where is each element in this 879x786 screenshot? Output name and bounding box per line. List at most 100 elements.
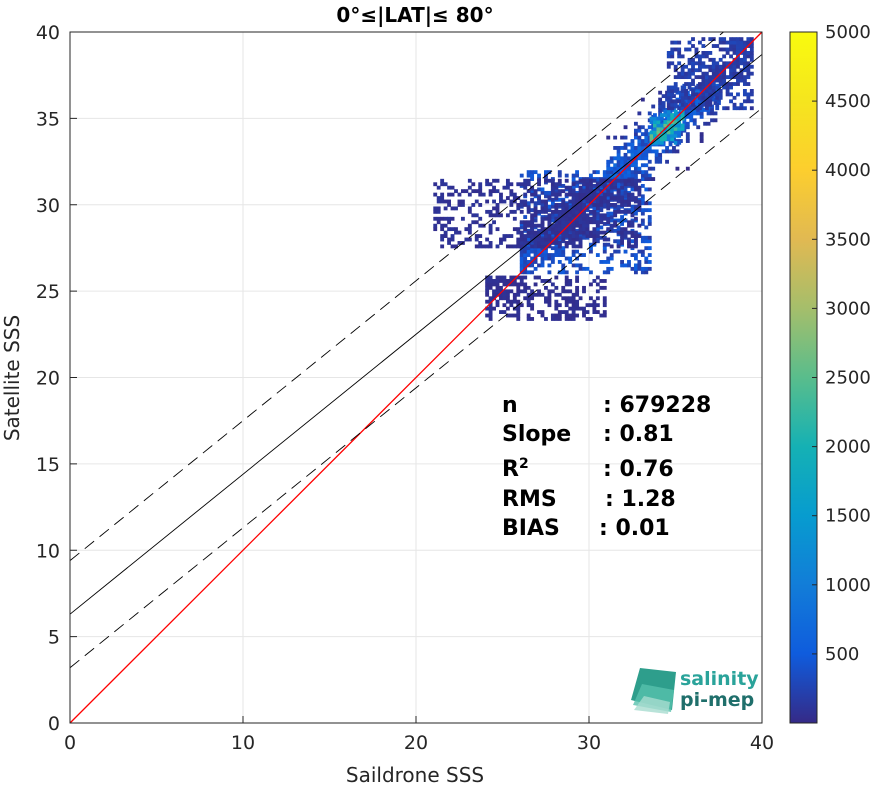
density-cell [687,71,692,76]
density-cell [599,230,604,235]
density-cell [571,313,576,318]
density-cell [613,182,618,187]
density-cell [478,182,483,187]
density-cell [613,220,618,225]
density-cell [644,246,649,251]
density-cell [739,61,744,66]
density-cell [550,182,555,187]
density-cell [526,206,531,211]
logo-text-line1: salinity [680,668,759,690]
density-cell [616,192,621,197]
density-cell [571,306,576,311]
density-cell [571,303,576,308]
density-cell [557,213,562,218]
density-cell [509,209,514,214]
density-cell [526,201,531,206]
density-cell [589,317,593,321]
density-cell [658,108,663,112]
density-cell [715,95,720,100]
density-cell [547,296,552,301]
density-cell [729,75,733,80]
density-cell [670,89,675,93]
density-cell [589,242,593,247]
density-cell [568,313,573,318]
density-cell [627,156,631,161]
density-cell [526,223,531,228]
density-cell [697,85,702,90]
density-cell [687,57,692,62]
density-cell [589,185,593,190]
density-cell [684,89,689,93]
density-cell [540,230,545,235]
density-cell [443,223,448,228]
density-cell [561,223,566,228]
density-cell [670,47,675,52]
density-cell [609,253,614,257]
density-cell [666,120,671,124]
density-cell [644,128,649,133]
density-cell [722,85,727,90]
density-cell [592,216,597,221]
density-cell [519,263,524,268]
density-cell [666,51,671,55]
density-cell [666,85,671,90]
density-cell [564,303,569,308]
density-cell [519,279,524,283]
density-cell [609,223,614,228]
density-cell [512,279,517,283]
density-cell [485,178,490,183]
density-cell [540,313,545,318]
density-cell [718,95,723,100]
density-cell [575,289,580,294]
density-cell [606,178,611,183]
density-cell [533,275,538,280]
density-cell [640,163,645,168]
density-cell [523,270,528,275]
density-cell [718,68,723,73]
density-cell [620,227,624,232]
density-cell [516,203,521,207]
stat-value: : 0.76 [603,457,674,482]
density-cell [627,230,631,235]
density-cell [633,163,638,168]
density-cell [467,185,472,190]
density-cell [547,299,552,304]
density-cell [623,218,628,223]
density-cell [599,196,604,200]
density-cell [550,237,555,242]
density-cell [647,260,652,264]
density-cell [592,196,597,200]
density-cell [564,289,569,294]
density-cell [575,180,580,185]
density-cell [606,189,611,194]
density-cell [485,285,490,290]
density-cell [649,116,654,121]
density-cell [550,201,555,206]
density-cell [512,199,517,204]
density-cell [571,227,576,232]
density-cell [544,296,548,301]
density-cell [616,170,621,175]
density-cell [630,142,635,147]
density-cell [701,51,706,55]
density-cell [547,270,552,275]
density-cell [561,184,566,188]
density-cell [677,75,682,80]
density-cell [595,239,600,244]
density-cell [711,61,716,66]
density-cell [474,237,479,242]
density-cell [658,156,663,161]
density-cell [443,234,448,238]
density-cell [485,299,490,304]
density-cell [571,292,576,297]
density-cell [732,102,737,107]
density-cell [523,275,528,280]
density-cell [653,120,657,124]
density-cell [578,216,583,221]
density-cell [492,282,496,287]
density-cell [633,166,638,171]
density-cell [627,209,631,214]
density-cell [620,166,624,171]
density-cell [495,209,500,214]
density-cell [684,92,689,97]
